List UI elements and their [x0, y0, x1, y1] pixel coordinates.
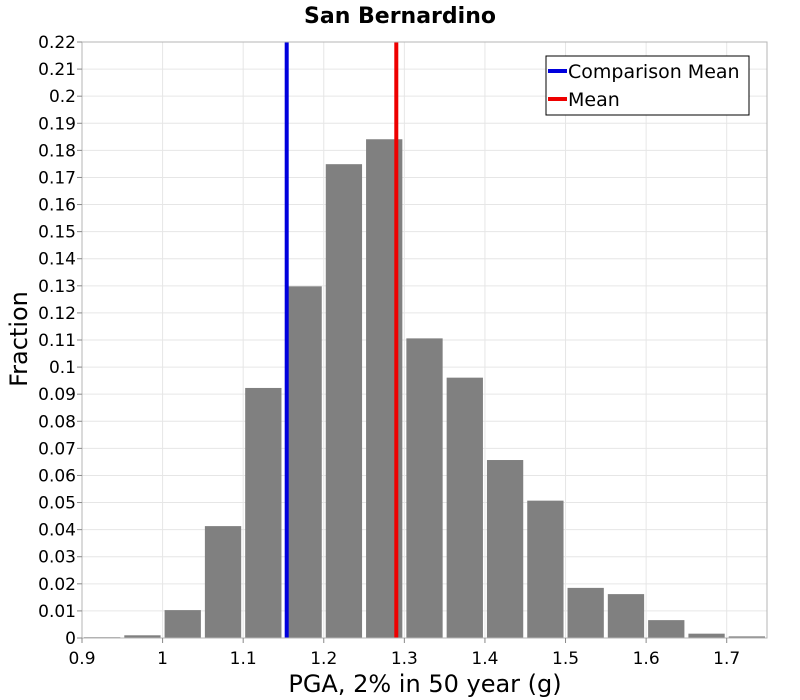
x-axis-ticks: 0.9 1 1.1 1.2 1.3 1.4 1.5 1.6 1.7 [68, 638, 740, 669]
y-tick-label: 0.06 [38, 466, 76, 486]
legend-box [545, 55, 750, 116]
x-tick-label: 1.4 [471, 649, 498, 669]
y-tick-label: 0.14 [38, 250, 76, 270]
x-axis-label: PGA, 2% in 50 year (g) [288, 670, 561, 698]
y-tick-label: 0.11 [38, 331, 76, 351]
reference-lines [284, 42, 399, 638]
y-tick-label: 0.12 [38, 304, 76, 324]
histogram-bar [204, 526, 242, 638]
y-tick-label: 0.22 [38, 33, 76, 53]
histogram-bar [607, 594, 645, 638]
histogram-bar [245, 387, 282, 638]
histogram-bar [124, 635, 161, 638]
y-tick-label: 0.02 [38, 575, 76, 595]
y-tick-label: 0.13 [38, 277, 76, 297]
y-tick-label: 0.08 [38, 412, 76, 432]
histogram-bar [688, 633, 725, 638]
y-axis-label: Fraction [5, 291, 33, 387]
histogram-bar [406, 338, 443, 638]
histogram-bar [648, 620, 685, 638]
x-tick-label: 1.6 [633, 649, 660, 669]
histogram-bar [486, 460, 524, 638]
x-tick-label: 1.3 [391, 649, 418, 669]
y-tick-label: 0 [65, 629, 76, 649]
x-tick-label: 0.9 [68, 649, 95, 669]
bars [84, 139, 765, 639]
y-tick-label: 0.18 [38, 141, 76, 161]
y-tick-label: 0.1 [49, 358, 76, 378]
y-tick-label: 0.03 [38, 548, 76, 568]
y-tick-label: 0.17 [38, 168, 76, 188]
x-tick-label: 1.5 [552, 649, 579, 669]
y-tick-label: 0.07 [38, 439, 76, 459]
y-tick-label: 0.16 [38, 196, 76, 216]
y-tick-label: 0.04 [38, 521, 76, 541]
histogram-bar [527, 500, 564, 638]
histogram-bar [325, 164, 363, 638]
y-tick-label: 0.09 [38, 385, 76, 405]
chart-title: San Bernardino [304, 4, 496, 29]
x-tick-label: 1 [157, 649, 168, 669]
y-axis-ticks: 0 0.01 0.02 0.03 0.04 0.05 0.06 0.07 0.08 0.09 0.1… [38, 33, 82, 649]
y-tick-label: 0.19 [38, 114, 76, 134]
histogram-bar [164, 610, 201, 638]
legend: Comparison Mean Mean [545, 55, 750, 116]
y-tick-label: 0.2 [49, 87, 76, 107]
y-tick-label: 0.15 [38, 223, 76, 243]
histogram-bar [728, 636, 765, 638]
legend-label-comparison-mean: Comparison Mean [568, 61, 740, 83]
x-tick-label: 1.2 [310, 649, 337, 669]
x-tick-label: 1.7 [713, 649, 740, 669]
histogram-bar [285, 286, 322, 638]
y-tick-label: 0.01 [38, 602, 76, 622]
y-tick-label: 0.05 [38, 494, 76, 514]
y-tick-label: 0.21 [38, 60, 76, 80]
histogram-bar [567, 587, 604, 638]
legend-label-mean: Mean [568, 89, 620, 111]
histogram-bar [446, 377, 483, 638]
x-tick-label: 1.1 [230, 649, 257, 669]
